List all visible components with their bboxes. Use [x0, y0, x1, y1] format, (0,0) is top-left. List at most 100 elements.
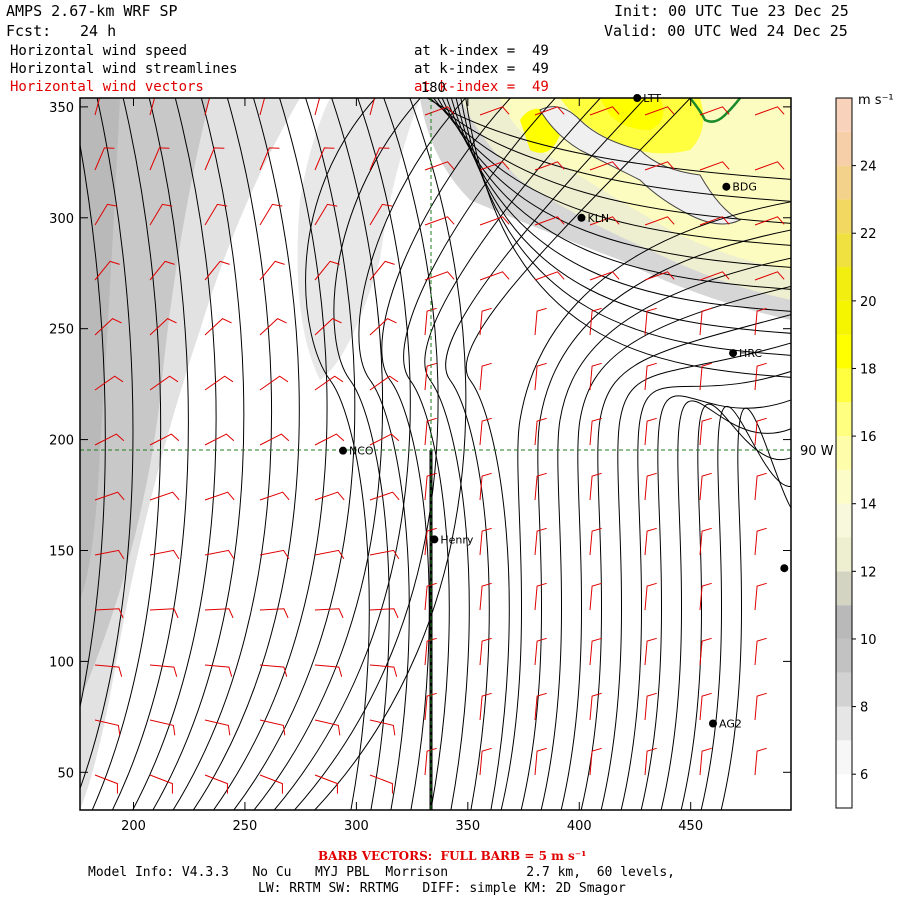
- wind-barb: [149, 664, 178, 677]
- colorbar-bin: [836, 672, 852, 707]
- wind-barb: [754, 692, 767, 721]
- wind-barb: [754, 307, 767, 336]
- wind-barb: [534, 161, 565, 171]
- colorbar-bin: [836, 98, 852, 132]
- colorbar-frame: [835, 97, 853, 809]
- y-tick-label: 200: [49, 434, 74, 449]
- colorbar-bin: [836, 233, 852, 268]
- streamline: [540, 257, 791, 810]
- wind-barb: [149, 98, 156, 116]
- wind-barb: [699, 271, 730, 281]
- wind-barb: [479, 307, 492, 336]
- valid-time: Valid: 00 UTC Wed 24 Dec 25: [604, 22, 848, 40]
- wind-barb: [94, 318, 122, 336]
- wind-barb: [699, 362, 712, 391]
- station-label: LTT: [643, 92, 661, 105]
- streamline: [192, 98, 300, 810]
- wind-barb: [479, 637, 492, 666]
- y-tick-label: 300: [49, 212, 74, 227]
- colorbar-bin: [836, 638, 852, 673]
- wind-barb: [424, 527, 437, 556]
- wind-barb: [534, 692, 547, 721]
- streamline: [640, 395, 791, 810]
- wind-barb: [424, 637, 437, 666]
- wind-barb: [314, 375, 344, 391]
- station-label: BDG: [732, 181, 757, 194]
- wind-barb: [479, 216, 510, 226]
- wind-barb: [754, 106, 785, 116]
- colorbar-bin: [836, 503, 852, 538]
- wind-barb: [369, 318, 397, 336]
- wind-barb: [204, 549, 235, 560]
- colorbar-tick-label: 18: [860, 362, 877, 377]
- station-label: NCO: [349, 445, 374, 458]
- field-vectors: Horizontal wind vectors: [10, 79, 204, 95]
- physics-info: LW: RRTM SW: RRTMG DIFF: simple KM: 2D S…: [258, 881, 626, 896]
- wind-barb: [204, 147, 225, 171]
- y-tick-label: 100: [49, 655, 74, 670]
- wind-barb: [369, 260, 395, 281]
- wind-barb: [754, 582, 767, 611]
- colorbar-bin: [836, 368, 852, 403]
- wind-barb: [424, 307, 437, 336]
- wind-barb: [259, 774, 283, 794]
- wind-barb: [424, 747, 437, 776]
- lat-line-label: 90 W: [800, 444, 834, 459]
- forecast-hour: 24 h: [80, 22, 117, 40]
- wind-barb: [369, 664, 398, 677]
- x-tick-label: 400: [567, 819, 592, 834]
- streamline: [111, 98, 189, 810]
- wind-barb: [644, 582, 657, 611]
- x-tick-label: 300: [344, 819, 369, 834]
- streamline: [620, 370, 791, 810]
- wind-barb: [369, 549, 400, 560]
- colorbar-bin: [836, 706, 852, 741]
- streamline: [313, 98, 467, 810]
- barb-note: BARB VECTORS: FULL BARB = 5 m s⁻¹: [318, 849, 587, 863]
- coast-line: [689, 98, 742, 123]
- wind-barb: [259, 318, 287, 336]
- streamline: [720, 407, 791, 810]
- wind-barb: [424, 582, 437, 611]
- streamline: [680, 403, 791, 810]
- wind-barb: [479, 692, 492, 721]
- station-label: KLN: [587, 212, 609, 225]
- wind-barb: [94, 719, 121, 736]
- wind-barb: [369, 433, 400, 446]
- wind-barb: [589, 527, 602, 556]
- wind-barb: [94, 549, 125, 560]
- streamline: [273, 98, 411, 810]
- wind-barb: [644, 271, 675, 281]
- wind-barb: [314, 549, 345, 560]
- wind-barb: [644, 637, 657, 666]
- wind-barb: [314, 318, 342, 336]
- streamline: [80, 142, 106, 709]
- x-tick-label: 250: [233, 819, 258, 834]
- wind-barb: [149, 375, 179, 391]
- wind-barb: [534, 417, 547, 446]
- streamline: [381, 98, 512, 810]
- wind-barb: [369, 491, 400, 501]
- wind-barb: [314, 664, 343, 677]
- wind-barb: [644, 161, 675, 171]
- wind-barb: [94, 147, 115, 171]
- streamline: [152, 98, 245, 810]
- streamline: [500, 201, 791, 810]
- wind-barb: [534, 747, 547, 776]
- streamline: [91, 98, 162, 810]
- wind-barb: [204, 203, 228, 226]
- wind-barb: [424, 216, 455, 226]
- wind-barb: [94, 203, 118, 226]
- wind-barb: [589, 362, 602, 391]
- streamline: [700, 405, 791, 810]
- colorbar-bin: [836, 469, 852, 504]
- init-time: Init: 00 UTC Tue 23 Dec 25: [614, 2, 849, 20]
- wind-barb: [644, 216, 675, 226]
- wind-barb: [754, 362, 767, 391]
- wind-barb: [754, 747, 767, 776]
- wind-barb: [369, 774, 393, 794]
- streamline: [305, 98, 377, 810]
- wind-barb: [149, 608, 179, 619]
- wind-barb: [314, 608, 344, 619]
- wind-barb: [699, 527, 712, 556]
